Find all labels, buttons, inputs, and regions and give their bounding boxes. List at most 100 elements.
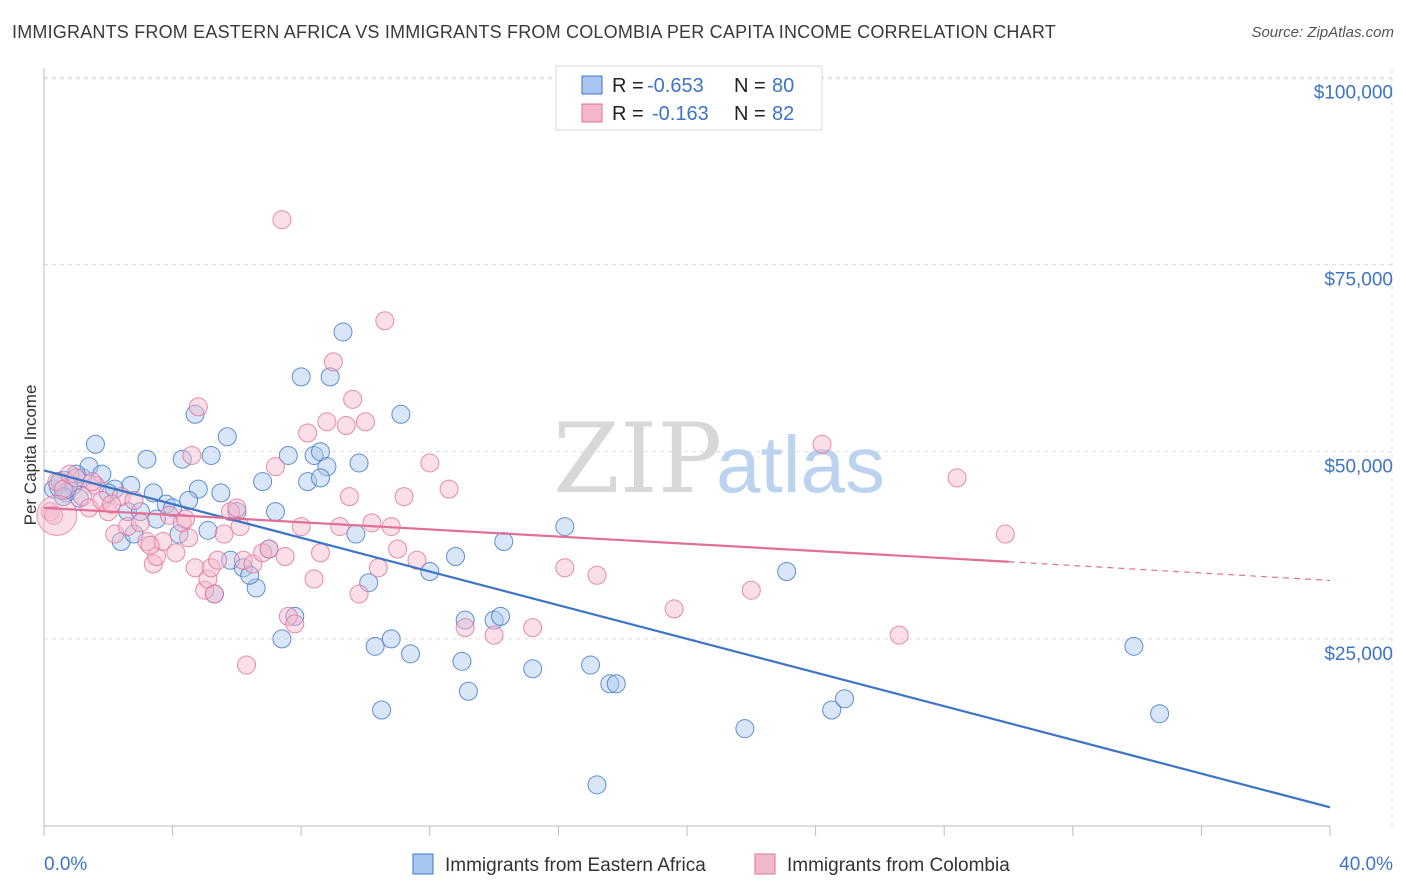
point-eastern-africa-63 [606,674,626,694]
point-eastern-africa-24 [211,483,231,503]
point-colombia-51 [343,389,363,409]
point-colombia-59 [394,487,414,507]
trend-colombia [43,506,1009,563]
point-eastern-africa-42 [333,322,353,342]
point-colombia-36 [243,554,263,574]
point-colombia-29 [204,584,224,604]
point-colombia-43 [291,517,311,537]
point-colombia-23 [182,445,202,465]
point-eastern-africa-50 [401,644,421,664]
point-colombia-30 [208,550,228,570]
point-eastern-africa-57 [494,532,514,552]
point-colombia-12 [118,517,138,537]
series-legend: Immigrants from Eastern Africa Immigrant… [412,853,1010,876]
point-eastern-africa-62 [600,674,620,694]
point-eastern-africa-59 [555,517,575,537]
point-colombia-77 [140,535,160,555]
point-colombia-47 [317,412,337,432]
point-colombia-48 [323,352,343,372]
point-colombia-74 [44,505,64,525]
series-legend-swatch-pink [754,853,776,875]
gridlines [44,70,1393,826]
legend-n-value-2: 82 [772,103,794,125]
point-colombia-65 [523,618,543,638]
point-eastern-africa-35 [285,606,305,626]
legend-n-label-2: N = [734,103,766,125]
point-eastern-africa-79 [121,475,141,495]
point-colombia-64 [484,625,504,645]
point-colombia-53 [356,412,375,432]
point-colombia-35 [237,655,257,675]
trend-lines [43,469,1331,809]
point-eastern-africa-19 [172,449,192,469]
point-eastern-africa-32 [265,502,285,522]
point-eastern-africa-56 [491,606,511,626]
point-eastern-africa-69 [1150,704,1170,724]
point-eastern-africa-76 [310,468,330,488]
point-colombia-56 [375,311,395,331]
point-eastern-africa-7 [85,434,105,454]
point-eastern-africa-52 [452,651,472,671]
point-eastern-africa-40 [317,457,337,477]
point-colombia-54 [362,513,382,533]
point-eastern-africa-78 [198,520,218,540]
point-eastern-africa-54 [458,681,478,701]
x-tick-label-max: 40.0% [1339,854,1393,875]
point-colombia-37 [253,543,273,563]
point-eastern-africa-28 [233,558,253,578]
point-colombia-67 [587,565,607,585]
point-colombia-49 [330,517,350,537]
y-tick-label-1: $50,000 [1324,457,1393,478]
point-eastern-africa-55 [484,610,504,630]
point-colombia-80 [275,547,295,567]
point-eastern-africa-45 [359,573,379,593]
point-eastern-africa-37 [298,472,318,492]
legend-n-label-1: N = [734,75,766,97]
point-colombia-78 [175,509,195,529]
watermark-zip: ZIP [553,403,722,515]
point-eastern-africa-36 [291,367,311,387]
point-colombia-32 [220,502,240,522]
point-colombia-39 [265,457,285,477]
point-colombia-62 [439,479,459,499]
point-colombia-66 [555,558,575,578]
point-eastern-africa-25 [217,427,237,447]
series-legend-label-blue: Immigrants from Eastern Africa [445,855,706,876]
legend-r-label-1: R = [612,75,644,97]
point-eastern-africa-29 [246,578,266,598]
point-colombia-41 [278,606,298,626]
y-tick-label-2: $75,000 [1324,270,1393,291]
point-eastern-africa-21 [188,479,208,499]
point-colombia-42 [285,614,305,634]
point-colombia-18 [153,532,173,552]
chart-title: IMMIGRANTS FROM EASTERN AFRICA VS IMMIGR… [12,22,1056,42]
watermark-atlas: atlas [716,420,885,509]
point-colombia-40 [272,210,292,230]
point-eastern-africa-8 [92,464,112,484]
point-colombia-81 [339,487,359,507]
point-colombia-52 [349,584,369,604]
trend-eastern-africa [43,469,1331,809]
point-colombia-28 [201,558,221,578]
y-tick-label-0: $25,000 [1324,644,1393,665]
point-colombia-69 [741,580,761,600]
point-eastern-africa-33 [272,629,292,649]
point-eastern-africa-44 [349,453,369,473]
legend-swatch-blue [581,75,603,95]
point-colombia-73 [995,524,1015,544]
point-eastern-africa-60 [581,655,601,675]
point-eastern-africa-65 [777,561,797,581]
point-eastern-africa-64 [735,719,755,739]
legend-r-value-2: -0.163 [652,103,709,125]
point-eastern-africa-41 [320,367,340,387]
point-colombia-24 [185,558,205,578]
point-eastern-africa-68 [1124,636,1144,656]
point-eastern-africa-43 [346,524,366,544]
point-colombia-31 [214,524,234,544]
point-eastern-africa-34 [278,445,298,465]
point-colombia-45 [304,569,324,589]
point-colombia-26 [195,580,215,600]
point-eastern-africa-53 [455,610,475,630]
point-eastern-africa-22 [201,445,221,465]
